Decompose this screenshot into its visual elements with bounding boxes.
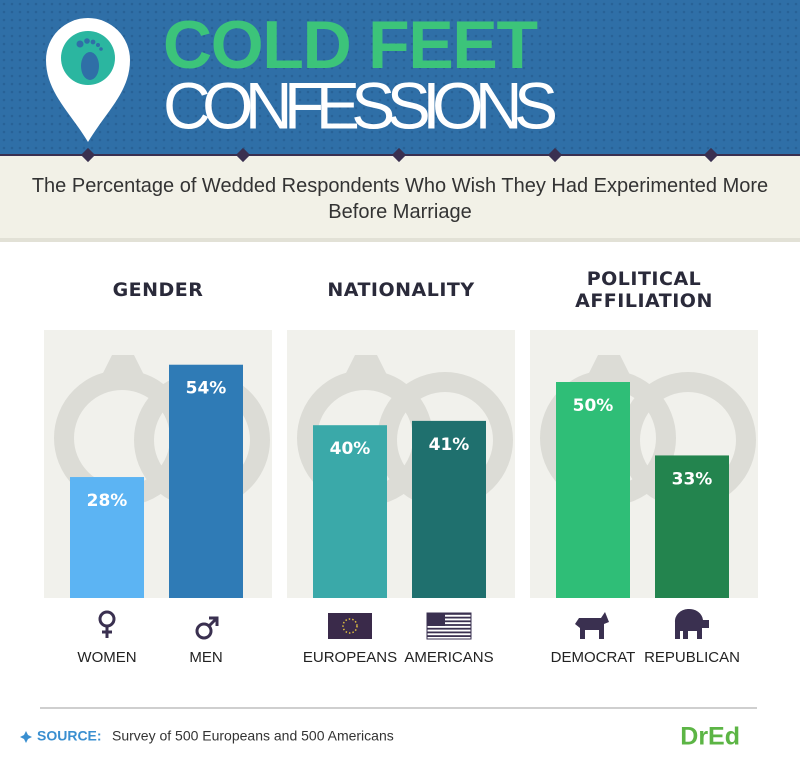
- ring-gem: [588, 355, 630, 375]
- source-label: SOURCE:: [37, 728, 102, 744]
- bar: [655, 455, 729, 598]
- category-label: MEN: [189, 649, 222, 666]
- value-label: 40%: [330, 439, 371, 459]
- logo: DrEd: [680, 723, 740, 751]
- icon: [427, 635, 471, 637]
- bar: [412, 420, 486, 598]
- icon: [427, 631, 471, 634]
- category-icon: [426, 612, 472, 640]
- category-label: DEMOCRAT: [551, 649, 636, 666]
- category-label: REPUBLICAN: [644, 649, 740, 666]
- category-icon: [674, 608, 709, 639]
- band-shadow: [0, 238, 800, 242]
- icon: [427, 624, 471, 626]
- icon: [427, 620, 471, 623]
- ring-gem: [345, 355, 387, 375]
- category-icon: [575, 612, 609, 639]
- source-star: [20, 731, 32, 743]
- category-icon: [195, 616, 219, 640]
- icon: [102, 626, 112, 638]
- icon: [195, 622, 213, 640]
- category-icon: [328, 613, 372, 639]
- icon: [328, 613, 372, 639]
- ring-gem: [102, 355, 144, 375]
- icon: [98, 610, 116, 628]
- icon: [427, 616, 471, 619]
- bar: [313, 425, 387, 598]
- icon: [427, 613, 445, 626]
- value-label: 33%: [672, 469, 713, 489]
- bar: [70, 477, 144, 598]
- chart-title-text: NATIONALITY: [327, 279, 475, 301]
- category-icon: [98, 610, 116, 638]
- icon: [427, 627, 471, 630]
- chart-title: POLITICAL AFFILIATION: [530, 265, 758, 315]
- chart-title-text: POLITICAL AFFILIATION: [575, 268, 713, 312]
- chart-title: NATIONALITY: [287, 265, 515, 315]
- title-line2: CONFESSIONS: [163, 68, 558, 142]
- category-label: EUROPEANS: [303, 649, 397, 666]
- title-line1: COLD FEET: [163, 7, 538, 83]
- icon: [342, 618, 358, 634]
- subtitle: The Percentage of Wedded Respondents Who…: [31, 175, 769, 223]
- chart-title: GENDER: [44, 265, 272, 315]
- header-pattern: [0, 0, 800, 155]
- icon: [674, 608, 709, 639]
- value-label: 50%: [573, 396, 614, 416]
- icon: [427, 613, 471, 615]
- bar: [169, 364, 243, 598]
- icon: [207, 616, 219, 628]
- pin-icon: [46, 18, 130, 142]
- source-text: Survey of 500 Europeans and 500 American…: [112, 728, 394, 744]
- bar: [556, 382, 630, 598]
- icon: [575, 612, 609, 639]
- value-label: 41%: [429, 435, 470, 455]
- value-label: 28%: [87, 491, 128, 511]
- value-label: 54%: [186, 379, 227, 399]
- subtitle-band: [0, 155, 800, 240]
- category-label: AMERICANS: [404, 649, 493, 666]
- diamonds: [80, 147, 719, 163]
- chart-title-text: GENDER: [112, 279, 204, 301]
- category-label: WOMEN: [77, 649, 136, 666]
